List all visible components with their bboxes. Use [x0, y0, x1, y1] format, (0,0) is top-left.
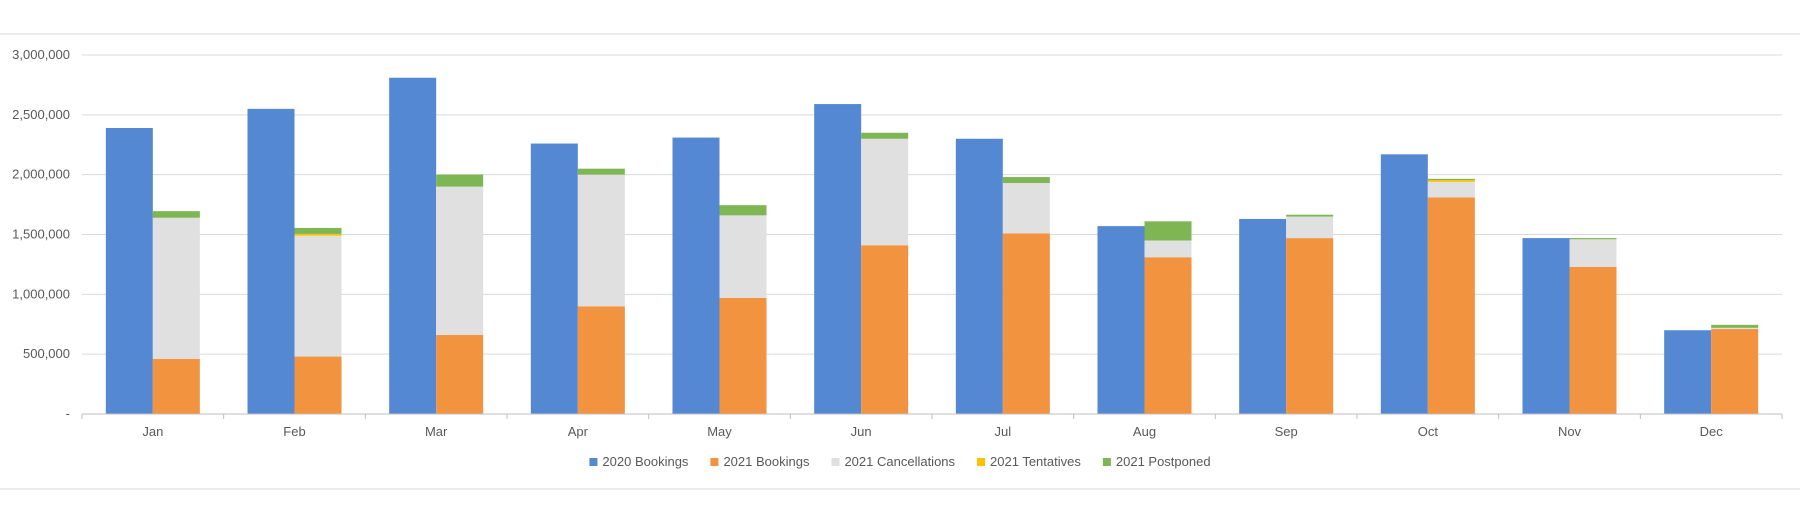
x-axis: Jan Feb Mar Apr May Jun Jul Aug Sep Oct Nov Dec: [81, 413, 1783, 439]
bar-2020-bookings: [1097, 226, 1145, 414]
x-tick-label: Jan: [142, 424, 163, 439]
x-tick-label: Nov: [1558, 424, 1582, 439]
bar-2020-bookings: [247, 108, 295, 414]
bar-2021-postponed: [1144, 221, 1192, 241]
bar-2021-cancellations: [719, 215, 767, 298]
bar-2021-cancellations: [1427, 181, 1475, 198]
bar-2021-bookings: [861, 245, 909, 414]
y-tick-label: 2,000,000: [12, 167, 70, 182]
bar-2021-postponed: [1427, 178, 1475, 181]
bar-2021-cancellations: [294, 235, 342, 357]
x-tick-label: Sep: [1275, 424, 1298, 439]
bar-2021-cancellations: [1002, 183, 1050, 234]
legend-swatch: [977, 458, 986, 466]
x-tick-label: Oct: [1418, 424, 1439, 439]
y-tick-label: -: [66, 406, 70, 421]
x-tick-label: Feb: [283, 424, 305, 439]
bar-2021-cancellations: [577, 174, 625, 307]
bars: [105, 77, 1759, 415]
bar-2021-bookings: [436, 335, 484, 414]
bar-2020-bookings: [1380, 154, 1428, 414]
bar-2020-bookings: [105, 127, 153, 414]
bar-2021-bookings: [1286, 238, 1334, 414]
bar-2021-cancellations: [1569, 239, 1617, 267]
bar-2020-bookings: [1664, 330, 1712, 414]
bar-2021-cancellations: [1711, 327, 1759, 330]
bar-2021-bookings: [1002, 233, 1050, 414]
bar-2021-bookings: [1144, 257, 1192, 414]
x-tick-label: Dec: [1700, 424, 1724, 439]
bar-2021-cancellations: [861, 138, 909, 246]
legend-swatch: [1102, 458, 1111, 466]
y-tick-label: 500,000: [23, 346, 70, 361]
y-tick-label: 2,500,000: [12, 107, 70, 122]
y-tick-label: 3,000,000: [12, 47, 70, 62]
bar-2021-bookings: [152, 358, 200, 414]
x-tick-label: Aug: [1133, 424, 1156, 439]
bar-2020-bookings: [530, 143, 578, 414]
bar-2021-bookings: [577, 306, 625, 414]
bar-2021-cancellations: [436, 186, 484, 336]
bar-2021-postponed: [1286, 214, 1334, 217]
legend-item: 2021 Postponed: [1102, 454, 1211, 469]
bar-2021-bookings: [294, 356, 342, 414]
y-tick-label: 1,000,000: [12, 286, 70, 301]
bar-2021-cancellations: [152, 217, 200, 359]
x-tick-label: May: [707, 424, 732, 439]
legend-label: 2020 Bookings: [602, 454, 689, 469]
gridlines: [82, 54, 1782, 355]
bar-2021-postponed: [1569, 238, 1617, 240]
bar-2021-postponed: [577, 168, 625, 175]
bar-2021-cancellations: [1144, 240, 1192, 258]
x-tick-label: Apr: [568, 424, 589, 439]
x-tick-label: Mar: [425, 424, 448, 439]
x-tick-label: Jun: [851, 424, 872, 439]
legend: 2020 Bookings 2021 Bookings 2021 Cancellat…: [589, 454, 1211, 469]
legend-swatch: [831, 458, 840, 466]
legend-label: 2021 Bookings: [723, 454, 810, 469]
y-axis: - 500,000 1,000,000 1,500,000 2,000,000 2,500…: [12, 47, 70, 421]
bar-2020-bookings: [672, 137, 720, 414]
legend-label: 2021 Tentatives: [990, 454, 1081, 469]
bar-2021-cancellations: [1286, 216, 1334, 239]
bar-2020-bookings: [1522, 238, 1570, 414]
bar-2021-postponed: [152, 211, 200, 218]
bar-2021-postponed: [1711, 324, 1759, 328]
bar-2021-bookings: [1569, 266, 1617, 414]
legend-item: 2021 Tentatives: [977, 454, 1081, 469]
legend-item: 2021 Bookings: [710, 454, 810, 469]
bar-2021-postponed: [294, 227, 342, 234]
bar-2021-bookings: [719, 297, 767, 414]
bar-2021-bookings: [1427, 197, 1475, 414]
bar-2020-bookings: [389, 77, 437, 414]
legend-item: 2020 Bookings: [589, 454, 689, 469]
bar-2021-postponed: [861, 132, 909, 139]
legend-swatch: [710, 458, 719, 466]
bar-2021-bookings: [1711, 329, 1759, 414]
bar-2021-tentatives: [294, 233, 342, 236]
y-tick-label: 1,500,000: [12, 227, 70, 242]
x-tick-label: Jul: [995, 424, 1012, 439]
bar-2021-postponed: [1002, 177, 1050, 184]
legend-label: 2021 Cancellations: [844, 454, 955, 469]
bar-2021-postponed: [436, 174, 484, 187]
legend-item: 2021 Cancellations: [831, 454, 956, 469]
bar-2021-postponed: [719, 205, 767, 216]
legend-label: 2021 Postponed: [1116, 454, 1211, 469]
bar-2020-bookings: [1239, 218, 1287, 414]
bar-2021-tentatives: [1427, 180, 1475, 182]
legend-swatch: [589, 458, 598, 466]
bar-2020-bookings: [814, 104, 862, 415]
bar-2020-bookings: [955, 138, 1003, 414]
